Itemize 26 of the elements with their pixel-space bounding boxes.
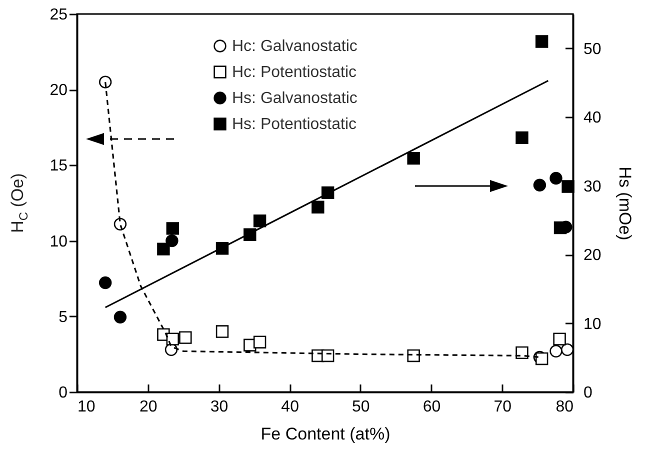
y-tick-label: 0	[58, 384, 68, 402]
legend-label: Hs: Galvanostatic	[232, 90, 358, 107]
x-tick-label: 50	[352, 398, 370, 416]
x-axis-title: Fe Content (at%)	[260, 424, 390, 444]
y-tick-label: 15	[50, 158, 68, 175]
x-tick-label: 20	[139, 398, 158, 416]
y2-tick-label: 50	[584, 40, 602, 58]
x-tick-label: 70	[494, 398, 512, 416]
y-tick-label: 25	[50, 6, 68, 24]
x-tick-label: 40	[281, 398, 300, 416]
legend-label: Hc: Potentiostatic	[232, 64, 356, 81]
legend-label: Hs: Potentiostatic	[232, 116, 356, 133]
x-tick-label: 30	[210, 398, 228, 416]
y2-axis-title: Hs (mOe)	[615, 166, 634, 240]
y2-tick-label: 0	[584, 384, 592, 402]
x-tick-label: 10	[78, 398, 96, 416]
y-tick-label: 20	[50, 82, 68, 100]
y-tick-label: 5	[58, 308, 68, 326]
y2-tick-label: 20	[584, 247, 602, 264]
x-tick-label: 80	[556, 398, 574, 416]
y2-tick-label: 30	[584, 178, 602, 196]
y2-tick-label: 10	[584, 316, 602, 333]
legend-label: Hc: Galvanostatic	[232, 38, 358, 55]
y2-tick-label: 40	[584, 110, 602, 127]
y-tick-label: 10	[50, 233, 68, 250]
x-tick-label: 60	[422, 398, 441, 416]
